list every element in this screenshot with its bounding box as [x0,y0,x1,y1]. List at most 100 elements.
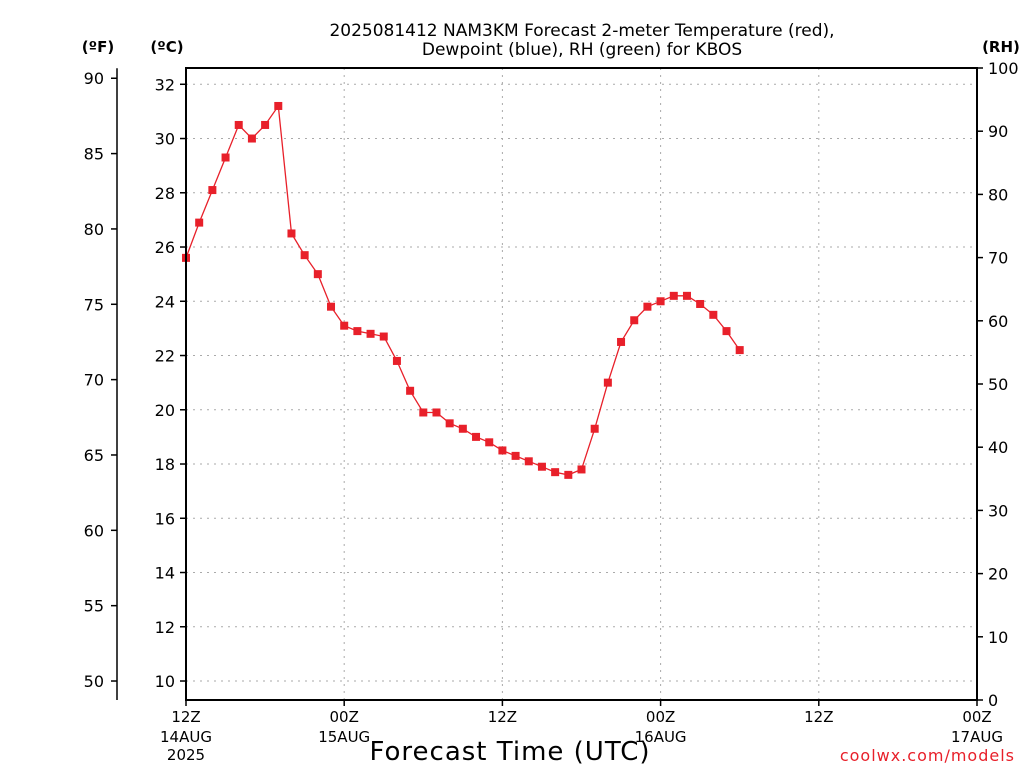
x-tick-label-time: 12Z [488,708,517,726]
2-meter-temperature-point [564,470,573,479]
2-meter-temperature-point [682,291,691,300]
chart-title: 2025081412 NAM3KM Forecast 2-meter Tempe… [329,21,834,41]
2-meter-temperature-point [406,386,415,395]
2-meter-temperature-point [617,337,626,346]
2-meter-temperature-point [643,302,652,311]
2-meter-temperature-point [656,297,665,306]
credit-text: coolwx.com/models [840,746,1015,765]
2-meter-temperature-point [195,218,204,227]
2-meter-temperature-point [485,438,494,447]
2-meter-temperature-point [590,424,599,433]
chart-subtitle: Dewpoint (blue), RH (green) for KBOS [422,40,742,60]
rh-tick-label: 60 [988,312,1008,331]
x-tick-label-date: 16AUG [635,728,687,746]
celsius-tick-label: 12 [155,618,175,637]
2-meter-temperature-point [709,310,718,319]
x-tick-label-time: 12Z [804,708,833,726]
x-tick-label-time: 00Z [962,708,991,726]
fahrenheit-tick-label: 85 [84,145,104,164]
rh-axis: 0 10 20 30 40 50 60 70 80 90 100 [977,59,1019,710]
2-meter-temperature-point [247,134,256,143]
fahrenheit-unit-label: (ºF) [82,38,114,56]
celsius-tick-label: 10 [155,672,175,691]
celsius-tick-label: 28 [155,184,175,203]
celsius-tick-label: 22 [155,347,175,366]
celsius-tick-label: 30 [155,130,175,149]
2-meter-temperature-point [498,446,507,455]
2-meter-temperature-line [185,104,741,476]
x-tick-label-date: 14AUG [160,728,212,746]
fahrenheit-tick-label: 50 [84,672,104,691]
2-meter-temperature-point [419,408,428,417]
2-meter-temperature-point [327,302,336,311]
2-meter-temperature-point [458,424,467,433]
celsius-tick-label: 32 [155,75,175,94]
rh-tick-label: 20 [988,565,1008,584]
2-meter-temperature-point [524,457,533,466]
celsius-tick-label: 26 [155,238,175,257]
grid-lines [185,68,978,700]
2-meter-temperature-point [353,327,362,336]
2-meter-temperature-point [208,186,217,195]
rh-unit-label: (RH) [982,38,1020,56]
rh-tick-label: 40 [988,438,1008,457]
2-meter-temperature-point [300,251,309,260]
rh-tick-label: 70 [988,249,1008,268]
2-meter-temperature-point [261,120,270,129]
2-meter-temperature-point [313,270,322,279]
2-meter-temperature-series [182,101,744,479]
celsius-tick-label: 24 [155,292,175,311]
celsius-axis: 10 12 14 16 18 20 22 24 26 28 30 32 [155,75,186,691]
series-layer [182,101,744,479]
2-meter-temperature-point [472,432,481,441]
rh-tick-label: 30 [988,501,1008,520]
x-tick-label-date: 15AUG [318,728,370,746]
fahrenheit-tick-label: 55 [84,597,104,616]
x-tick-label-year: 2025 [167,746,205,764]
2-meter-temperature-point [432,408,441,417]
2-meter-temperature-point [392,356,401,365]
celsius-tick-label: 20 [155,401,175,420]
2-meter-temperature-point [669,291,678,300]
2-meter-temperature-point [577,465,586,474]
x-tick-label-time: 12Z [171,708,200,726]
2-meter-temperature-point [379,332,388,341]
celsius-tick-label: 14 [155,564,175,583]
fahrenheit-axis: 50 55 60 65 70 75 80 85 90 [84,68,118,700]
rh-tick-label: 80 [988,185,1008,204]
2-meter-temperature-point [287,229,296,238]
2-meter-temperature-point [603,378,612,387]
2-meter-temperature-point [551,468,560,477]
2-meter-temperature-point [735,346,744,355]
plot-frame [185,67,978,701]
rh-tick-label: 10 [988,628,1008,647]
2-meter-temperature-point [511,451,520,460]
2-meter-temperature-point [340,321,349,330]
2-meter-temperature-point [722,327,731,336]
x-tick-label-time: 00Z [646,708,675,726]
fahrenheit-tick-label: 75 [84,295,104,314]
x-tick-label-time: 00Z [330,708,359,726]
fahrenheit-tick-label: 70 [84,371,104,390]
fahrenheit-tick-label: 60 [84,521,104,540]
2-meter-temperature-point [445,419,454,428]
2-meter-temperature-point [366,329,375,338]
2-meter-temperature-point [696,299,705,308]
rh-tick-label: 50 [988,375,1008,394]
rh-tick-label: 0 [988,691,998,710]
2-meter-temperature-point [537,462,546,471]
2-meter-temperature-point [274,101,283,110]
2-meter-temperature-point [234,120,243,129]
celsius-unit-label: (ºC) [150,38,183,56]
rh-tick-label: 100 [988,59,1019,78]
2-meter-temperature-point [630,316,639,325]
fahrenheit-tick-label: 80 [84,220,104,239]
x-axis-label: Forecast Time (UTC) [369,737,650,767]
2-meter-temperature-point [221,153,230,162]
fahrenheit-tick-label: 65 [84,446,104,465]
celsius-tick-label: 18 [155,455,175,474]
celsius-tick-label: 16 [155,509,175,528]
x-tick-label-date: 17AUG [951,728,1003,746]
